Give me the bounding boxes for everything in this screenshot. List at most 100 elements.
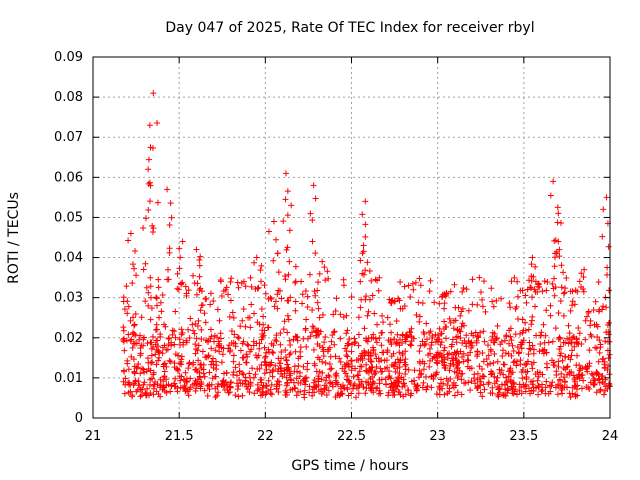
data-point xyxy=(178,326,185,333)
data-point xyxy=(215,389,222,396)
data-point xyxy=(147,367,154,374)
data-point xyxy=(311,360,318,367)
data-point xyxy=(496,366,503,373)
data-point xyxy=(123,337,130,344)
x-tick-label: 23 xyxy=(429,429,446,444)
data-point xyxy=(525,351,532,358)
data-point xyxy=(198,302,205,309)
data-point xyxy=(457,335,464,342)
data-point xyxy=(159,291,166,298)
data-point xyxy=(389,387,396,394)
data-point xyxy=(507,304,514,311)
data-point xyxy=(343,330,350,337)
data-point xyxy=(592,298,599,305)
data-point xyxy=(567,394,574,401)
data-point xyxy=(401,380,408,387)
data-point xyxy=(552,325,559,332)
data-point xyxy=(494,391,501,398)
data-point xyxy=(120,324,127,331)
data-point xyxy=(526,345,533,352)
data-point xyxy=(433,336,440,343)
data-point xyxy=(555,358,562,365)
data-point xyxy=(527,346,534,353)
data-point xyxy=(312,292,319,299)
data-point xyxy=(518,341,525,348)
data-point xyxy=(288,202,295,209)
data-point xyxy=(202,319,209,326)
data-point xyxy=(383,380,390,387)
data-point xyxy=(198,336,205,343)
data-point xyxy=(285,364,292,371)
data-point xyxy=(134,364,141,371)
data-point xyxy=(165,266,172,273)
data-point xyxy=(301,387,308,394)
data-point xyxy=(543,307,550,314)
data-point xyxy=(187,315,194,322)
data-point xyxy=(490,303,497,310)
data-point xyxy=(416,358,423,365)
data-point xyxy=(329,332,336,339)
data-point xyxy=(145,392,152,399)
data-point xyxy=(426,363,433,370)
data-point xyxy=(309,238,316,245)
data-point xyxy=(528,261,535,268)
data-point xyxy=(222,387,229,394)
data-point xyxy=(532,288,539,295)
data-point xyxy=(500,361,507,368)
data-point xyxy=(448,343,455,350)
data-point xyxy=(436,300,443,307)
data-point xyxy=(261,370,268,377)
data-point xyxy=(314,299,321,306)
data-point xyxy=(220,370,227,377)
data-point xyxy=(353,357,360,364)
data-point xyxy=(303,316,310,323)
data-point xyxy=(212,373,219,380)
data-point xyxy=(185,392,192,399)
data-point xyxy=(282,276,289,283)
data-point xyxy=(595,279,602,286)
data-point xyxy=(549,280,556,287)
data-point xyxy=(365,308,372,315)
data-point xyxy=(155,284,162,291)
data-point xyxy=(549,379,556,386)
data-point xyxy=(550,178,557,185)
data-point xyxy=(155,276,162,283)
data-point xyxy=(286,258,293,265)
data-point xyxy=(141,369,148,376)
data-point xyxy=(586,385,593,392)
data-point xyxy=(558,386,565,393)
data-point xyxy=(256,340,263,347)
data-point xyxy=(236,376,243,383)
data-point xyxy=(304,293,311,300)
data-point xyxy=(337,359,344,366)
data-point xyxy=(191,330,198,337)
data-point xyxy=(520,337,527,344)
data-point xyxy=(362,233,369,240)
data-point xyxy=(193,346,200,353)
data-point xyxy=(284,312,291,319)
data-point xyxy=(452,350,459,357)
data-point xyxy=(587,331,594,338)
data-point xyxy=(407,329,414,336)
x-tick-label: 22.5 xyxy=(337,429,366,444)
data-point xyxy=(178,356,185,363)
data-point xyxy=(349,363,355,370)
data-point xyxy=(258,278,265,285)
data-point xyxy=(195,317,202,324)
data-point xyxy=(545,339,552,346)
data-point xyxy=(179,329,186,336)
data-point xyxy=(297,344,304,351)
data-point xyxy=(306,271,313,278)
data-point xyxy=(459,354,466,361)
data-point xyxy=(208,361,215,368)
data-point xyxy=(304,360,311,367)
data-point xyxy=(277,370,284,377)
data-point xyxy=(197,307,204,314)
data-point xyxy=(576,278,583,285)
data-point xyxy=(390,384,397,391)
data-point xyxy=(295,388,302,395)
data-point xyxy=(454,365,461,372)
data-point xyxy=(378,368,385,375)
data-point xyxy=(348,341,355,348)
data-point xyxy=(157,331,164,338)
